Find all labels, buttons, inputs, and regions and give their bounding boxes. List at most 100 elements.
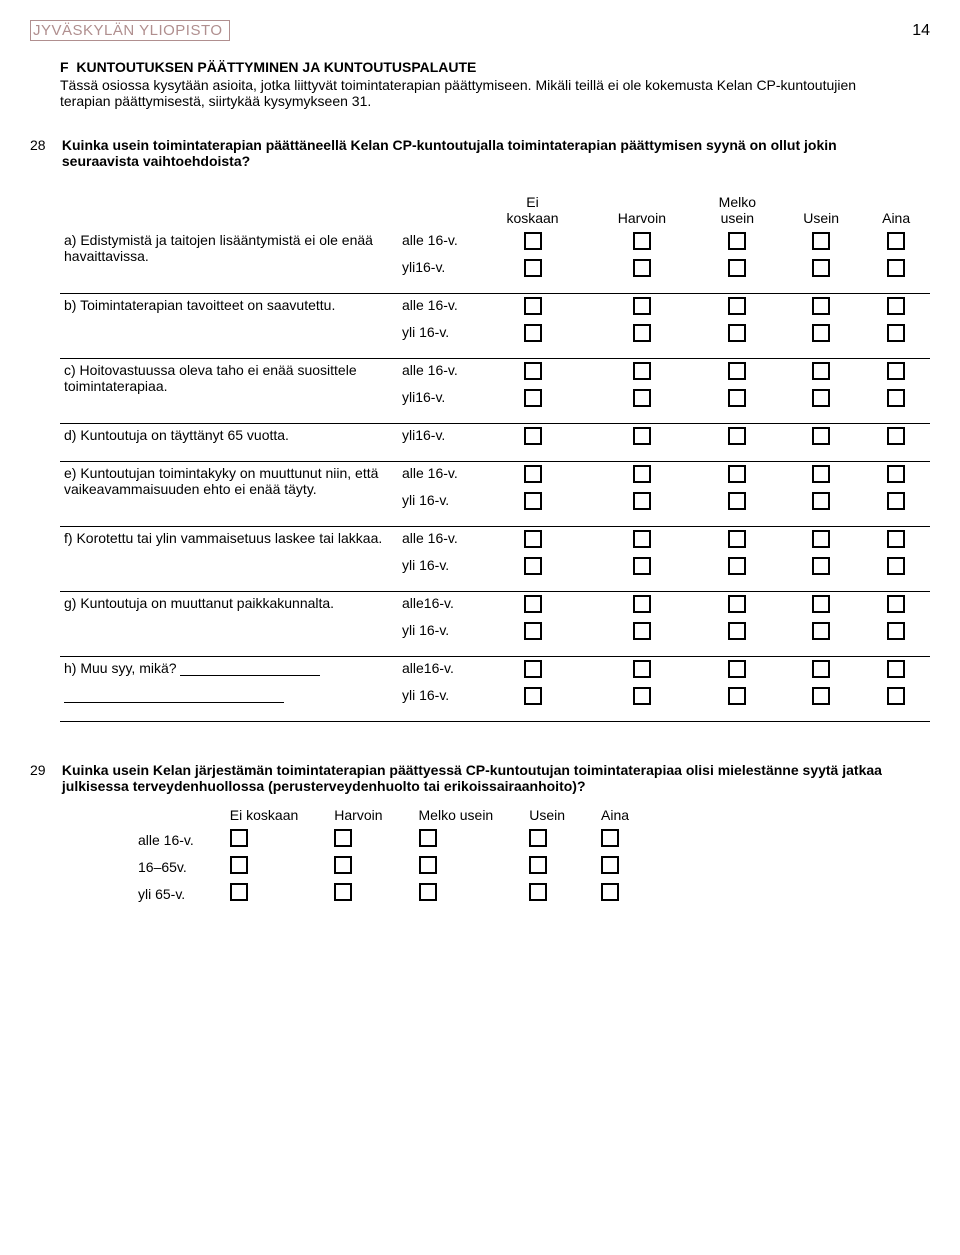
- checkbox[interactable]: [728, 622, 746, 640]
- checkbox[interactable]: [728, 660, 746, 678]
- checkbox[interactable]: [728, 492, 746, 510]
- checkbox[interactable]: [887, 297, 905, 315]
- checkbox[interactable]: [633, 297, 651, 315]
- checkbox[interactable]: [812, 465, 830, 483]
- checkbox[interactable]: [334, 856, 352, 874]
- checkbox[interactable]: [633, 362, 651, 380]
- checkbox[interactable]: [812, 622, 830, 640]
- checkbox[interactable]: [887, 259, 905, 277]
- checkbox[interactable]: [728, 232, 746, 250]
- col-aina: Aina: [583, 804, 647, 826]
- checkbox[interactable]: [812, 427, 830, 445]
- row-h-blank: [60, 684, 398, 711]
- checkbox[interactable]: [230, 883, 248, 901]
- checkbox[interactable]: [812, 362, 830, 380]
- checkbox[interactable]: [887, 530, 905, 548]
- checkbox[interactable]: [812, 595, 830, 613]
- checkbox[interactable]: [812, 660, 830, 678]
- checkbox[interactable]: [601, 856, 619, 874]
- checkbox[interactable]: [524, 622, 542, 640]
- checkbox[interactable]: [728, 362, 746, 380]
- checkbox[interactable]: [887, 660, 905, 678]
- checkbox[interactable]: [887, 492, 905, 510]
- checkbox[interactable]: [812, 530, 830, 548]
- checkbox[interactable]: [728, 324, 746, 342]
- checkbox[interactable]: [728, 427, 746, 445]
- checkbox[interactable]: [524, 362, 542, 380]
- checkbox[interactable]: [812, 232, 830, 250]
- checkbox[interactable]: [812, 492, 830, 510]
- checkbox[interactable]: [633, 427, 651, 445]
- checkbox[interactable]: [419, 883, 437, 901]
- checkbox[interactable]: [887, 557, 905, 575]
- section-title: F KUNTOUTUKSEN PÄÄTTYMINEN JA KUNTOUTUSP…: [60, 59, 930, 75]
- checkbox[interactable]: [524, 530, 542, 548]
- checkbox[interactable]: [524, 492, 542, 510]
- checkbox[interactable]: [887, 595, 905, 613]
- checkbox[interactable]: [633, 660, 651, 678]
- checkbox[interactable]: [728, 259, 746, 277]
- checkbox[interactable]: [633, 389, 651, 407]
- checkbox[interactable]: [529, 856, 547, 874]
- checkbox[interactable]: [524, 259, 542, 277]
- checkbox[interactable]: [524, 324, 542, 342]
- checkbox[interactable]: [728, 557, 746, 575]
- checkbox[interactable]: [524, 389, 542, 407]
- checkbox[interactable]: [601, 829, 619, 847]
- checkbox[interactable]: [529, 883, 547, 901]
- checkbox[interactable]: [887, 427, 905, 445]
- checkbox[interactable]: [529, 829, 547, 847]
- checkbox[interactable]: [524, 427, 542, 445]
- checkbox[interactable]: [633, 259, 651, 277]
- row-b-alle: b) Toimintaterapian tavoitteet on saavut…: [60, 294, 930, 322]
- checkbox[interactable]: [728, 687, 746, 705]
- checkbox[interactable]: [812, 297, 830, 315]
- checkbox[interactable]: [728, 530, 746, 548]
- checkbox[interactable]: [887, 324, 905, 342]
- checkbox[interactable]: [633, 595, 651, 613]
- checkbox[interactable]: [887, 389, 905, 407]
- checkbox[interactable]: [524, 232, 542, 250]
- checkbox[interactable]: [728, 389, 746, 407]
- checkbox[interactable]: [887, 622, 905, 640]
- checkbox[interactable]: [633, 530, 651, 548]
- checkbox[interactable]: [887, 232, 905, 250]
- checkbox[interactable]: [524, 465, 542, 483]
- checkbox[interactable]: [419, 856, 437, 874]
- checkbox[interactable]: [887, 465, 905, 483]
- fill-line[interactable]: [180, 675, 320, 676]
- checkbox[interactable]: [524, 660, 542, 678]
- checkbox[interactable]: [633, 465, 651, 483]
- checkbox[interactable]: [728, 465, 746, 483]
- checkbox[interactable]: [812, 687, 830, 705]
- checkbox[interactable]: [633, 324, 651, 342]
- checkbox[interactable]: [230, 856, 248, 874]
- checkbox[interactable]: [633, 557, 651, 575]
- checkbox[interactable]: [812, 557, 830, 575]
- checkbox[interactable]: [633, 492, 651, 510]
- checkbox[interactable]: [812, 324, 830, 342]
- checkbox[interactable]: [601, 883, 619, 901]
- checkbox[interactable]: [334, 829, 352, 847]
- row-a-label: a) Edistymistä ja taitojen lisääntymistä…: [60, 229, 398, 283]
- checkbox[interactable]: [524, 297, 542, 315]
- col-harvoin: Harvoin: [316, 804, 400, 826]
- checkbox[interactable]: [728, 595, 746, 613]
- checkbox[interactable]: [812, 389, 830, 407]
- checkbox[interactable]: [419, 829, 437, 847]
- checkbox[interactable]: [633, 622, 651, 640]
- checkbox[interactable]: [728, 297, 746, 315]
- fill-line[interactable]: [64, 702, 284, 703]
- checkbox[interactable]: [633, 687, 651, 705]
- checkbox[interactable]: [230, 829, 248, 847]
- checkbox[interactable]: [524, 687, 542, 705]
- checkbox[interactable]: [887, 362, 905, 380]
- age-label: yli16-v.: [398, 256, 476, 283]
- checkbox[interactable]: [334, 883, 352, 901]
- checkbox[interactable]: [633, 232, 651, 250]
- checkbox[interactable]: [524, 557, 542, 575]
- checkbox[interactable]: [524, 595, 542, 613]
- checkbox[interactable]: [812, 259, 830, 277]
- age-label: alle16-v.: [398, 592, 476, 620]
- checkbox[interactable]: [887, 687, 905, 705]
